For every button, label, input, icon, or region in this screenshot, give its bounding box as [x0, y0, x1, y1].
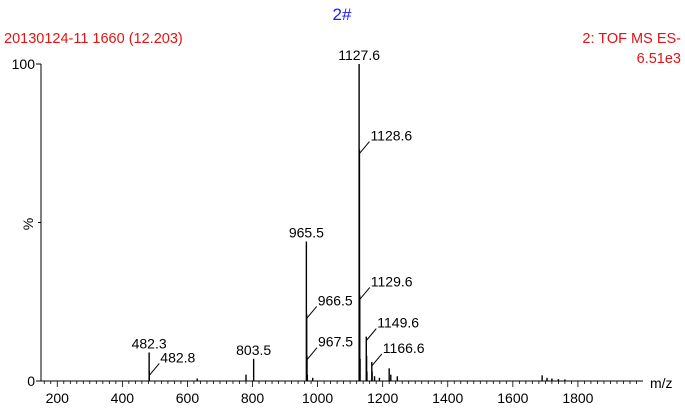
peak-label: 1166.6: [383, 340, 425, 356]
x-tick-label: 200: [46, 390, 70, 406]
peak-label: 967.5: [318, 334, 353, 350]
y-tick-label: 0: [27, 373, 35, 389]
peak-label: 1127.6: [338, 47, 380, 63]
peak-label-leader: [371, 353, 383, 367]
peak-label-leader: [306, 347, 318, 360]
peak-label-leader: [148, 363, 160, 376]
peak-label: 1128.6: [370, 128, 412, 144]
axes: 0 100 200 400 600 800 1000 1200 1400 1600 1800: [12, 56, 643, 406]
peak-label-leader: [365, 328, 377, 341]
peak-label: 482.8: [160, 349, 195, 365]
x-tick-label: 1400: [432, 390, 463, 406]
x-axis-label: m/z: [650, 375, 673, 391]
peak-label: 1129.6: [371, 273, 413, 289]
scan-info: 20130124-11 1660 (12.203): [4, 31, 183, 47]
peak-label-leader: [306, 306, 318, 319]
peak-label: 966.5: [318, 292, 353, 308]
peak-label: 482.3: [132, 335, 167, 351]
x-tick-label: 800: [241, 390, 265, 406]
peak-label: 965.5: [289, 225, 324, 241]
peak-label: 803.5: [236, 342, 271, 358]
y-axis-label: %: [20, 218, 36, 230]
peak-label: 1149.6: [377, 315, 419, 331]
x-tick-label: 1200: [367, 390, 398, 406]
sample-id: 2#: [333, 5, 352, 24]
peak-label-leader: [359, 287, 371, 300]
x-tick-label: 600: [176, 390, 200, 406]
intensity-value: 6.51e3: [637, 51, 681, 67]
y-tick-label: 100: [12, 56, 36, 72]
x-tick-label: 1600: [497, 390, 528, 406]
x-tick-label: 400: [111, 390, 135, 406]
function-info: 2: TOF MS ES-: [582, 31, 681, 47]
peak-label-leader: [359, 141, 370, 154]
peak-series: [148, 64, 566, 381]
x-tick-label: 1000: [302, 390, 333, 406]
x-tick-label: 1800: [562, 390, 593, 406]
